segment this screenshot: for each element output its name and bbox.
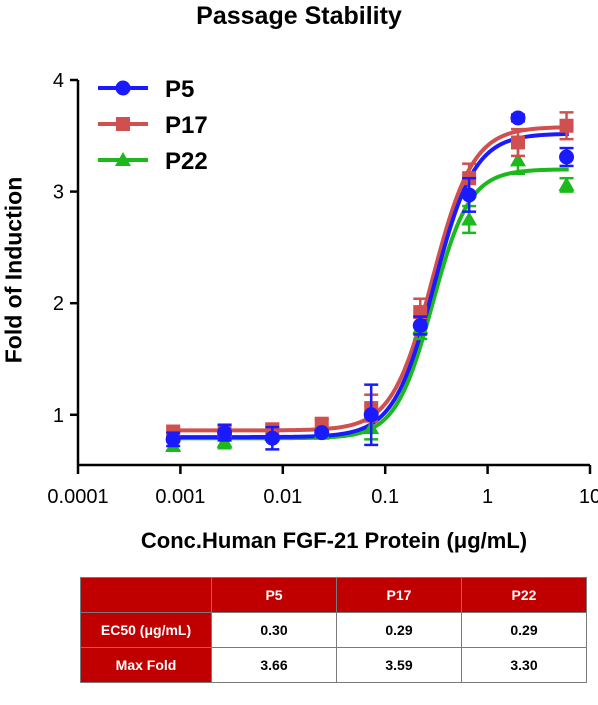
y-axis-label: Fold of Induction (0, 176, 27, 364)
legend-label: P22 (165, 148, 208, 175)
y-tick-label: 1 (53, 405, 64, 427)
fit-curve-p22 (170, 167, 569, 441)
legend-marker-p22 (115, 152, 131, 166)
table-header-p22: P22 (461, 577, 587, 613)
axes: 1 2 3 4 0.0001 0.001 0.01 0.1 1 10 (47, 70, 598, 508)
table-row-max-fold: Max Fold 3.66 3.59 3.30 (80, 647, 587, 683)
x-tick-label: 0.01 (263, 486, 302, 508)
table-row-label: Max Fold (80, 647, 212, 683)
data-point (461, 211, 478, 226)
legend-label: P5 (165, 76, 194, 103)
table-header-p17: P17 (336, 577, 462, 613)
data-point (559, 149, 575, 165)
table-cell: 3.30 (461, 647, 587, 683)
x-tick-label: 1 (482, 486, 493, 508)
table-cell: 0.29 (336, 612, 462, 648)
legend-marker-p5 (115, 80, 131, 96)
data-point (510, 110, 526, 126)
data-points (165, 110, 575, 453)
table-row-label: EC50 (μg/mL) (80, 612, 212, 648)
chart-title: Passage Stability (196, 2, 402, 30)
data-point (217, 425, 233, 441)
fit-curve-p5 (170, 131, 569, 440)
legend-label: P17 (165, 112, 208, 139)
x-tick-label: 0.001 (155, 486, 205, 508)
table-header-p5: P5 (211, 577, 337, 613)
table-cell: 0.30 (211, 612, 337, 648)
y-tick-label: 2 (53, 293, 64, 315)
data-point (510, 135, 525, 150)
data-point (509, 152, 526, 167)
data-point (314, 425, 330, 441)
table-header-corner (80, 577, 212, 613)
x-tick-label: 0.1 (371, 486, 399, 508)
data-point (165, 431, 181, 447)
table-header-row: P5 P17 P22 (80, 577, 587, 613)
data-point (412, 318, 428, 334)
y-tick-label: 3 (53, 182, 64, 204)
legend-marker-p17 (116, 117, 130, 131)
legend: P5 P17 P22 (98, 76, 208, 175)
data-point (559, 118, 574, 133)
data-point (461, 187, 477, 203)
dose-response-chart: 1 2 3 4 0.0001 0.001 0.01 0.1 1 10 P5 P17 P22 (47, 70, 598, 508)
x-tick-label: 0.0001 (47, 486, 108, 508)
table-cell: 0.29 (461, 612, 587, 648)
fit-curves (170, 125, 569, 441)
data-point (558, 176, 575, 191)
summary-table: P5 P17 P22 EC50 (μg/mL) 0.30 0.29 0.29 M… (80, 577, 587, 683)
x-axis-label: Conc.Human FGF-21 Protein (μg/mL) (140, 528, 528, 553)
table-row-ec50: EC50 (μg/mL) 0.30 0.29 0.29 (80, 612, 587, 648)
data-point (264, 430, 280, 446)
y-tick-label: 4 (53, 70, 64, 92)
x-tick-label: 10 (579, 486, 598, 508)
table-cell: 3.66 (211, 647, 337, 683)
data-point (363, 407, 379, 423)
table-cell: 3.59 (336, 647, 462, 683)
